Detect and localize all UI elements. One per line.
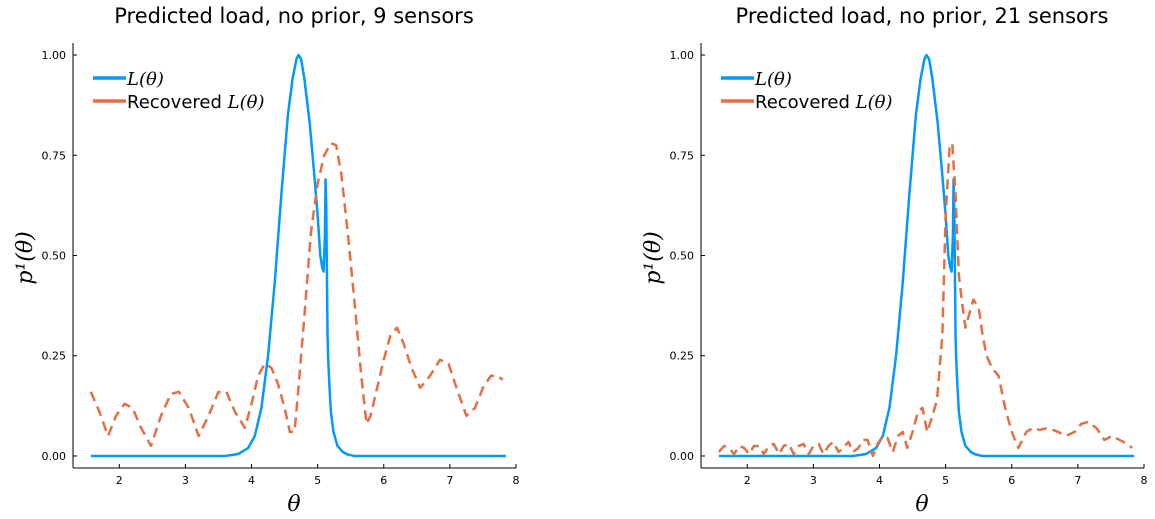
y-tick-label: 1.00 [42, 49, 67, 62]
x-tick-label: 6 [380, 474, 387, 487]
y-tick-label: 0.75 [670, 149, 695, 162]
x-tick-label: 7 [1074, 474, 1081, 487]
recovered-load-series-line [717, 141, 1133, 458]
x-tick-label: 8 [513, 474, 520, 487]
legend: L(θ)Recovered L(θ) [93, 69, 264, 113]
y-tick-label: 0.25 [670, 350, 695, 363]
x-tick-label: 3 [810, 474, 817, 487]
plot-area: 2 3 4 5 6 7 8 0.00 0.25 0.50 0.75 1.00 [670, 43, 1148, 487]
x-tick-label: 4 [876, 474, 883, 487]
y-tick-label: 0.50 [670, 250, 695, 263]
chart-panel-9-sensors: Predicted load, no prior, 9 sensors θ p¹… [13, 4, 520, 517]
x-tick-label: 5 [942, 474, 949, 487]
x-axis-label: θ [915, 492, 928, 517]
plot-area: 2 3 4 5 6 7 8 0.00 0.25 0.50 0.75 1.00 [42, 43, 520, 487]
x-tick-label: 8 [1141, 474, 1148, 487]
x-tick-label: 5 [314, 474, 321, 487]
true-load-series-line [90, 53, 507, 458]
y-axis-label: p¹(θ) [13, 231, 38, 284]
y-tick-label: 0.75 [42, 149, 67, 162]
chart-title: Predicted load, no prior, 9 sensors [114, 4, 474, 28]
recovered-load-series-line [89, 141, 504, 448]
x-tick-label: 6 [1008, 474, 1015, 487]
legend-label: Recovered L(θ) [755, 92, 892, 113]
y-tick-label: 0.00 [42, 450, 67, 463]
y-tick-label: 0.50 [42, 250, 67, 263]
x-tick-label: 2 [744, 474, 751, 487]
y-axis-label: p¹(θ) [641, 231, 666, 284]
y-tick-label: 0.25 [42, 350, 67, 363]
x-axis-label: θ [287, 492, 300, 517]
legend-label: Recovered L(θ) [127, 92, 264, 113]
legend-label: L(θ) [754, 69, 792, 90]
legend-label: L(θ) [126, 69, 164, 90]
chart-panel-21-sensors: Predicted load, no prior, 21 sensors θ p… [641, 4, 1148, 517]
y-tick-label: 0.00 [670, 450, 695, 463]
x-tick-label: 7 [446, 474, 453, 487]
chart-title: Predicted load, no prior, 21 sensors [736, 4, 1109, 28]
legend: L(θ)Recovered L(θ) [721, 69, 892, 113]
true-load-series-line [718, 53, 1135, 458]
x-tick-label: 2 [116, 474, 123, 487]
y-tick-label: 1.00 [670, 49, 695, 62]
x-tick-label: 3 [182, 474, 189, 487]
x-tick-label: 4 [248, 474, 255, 487]
